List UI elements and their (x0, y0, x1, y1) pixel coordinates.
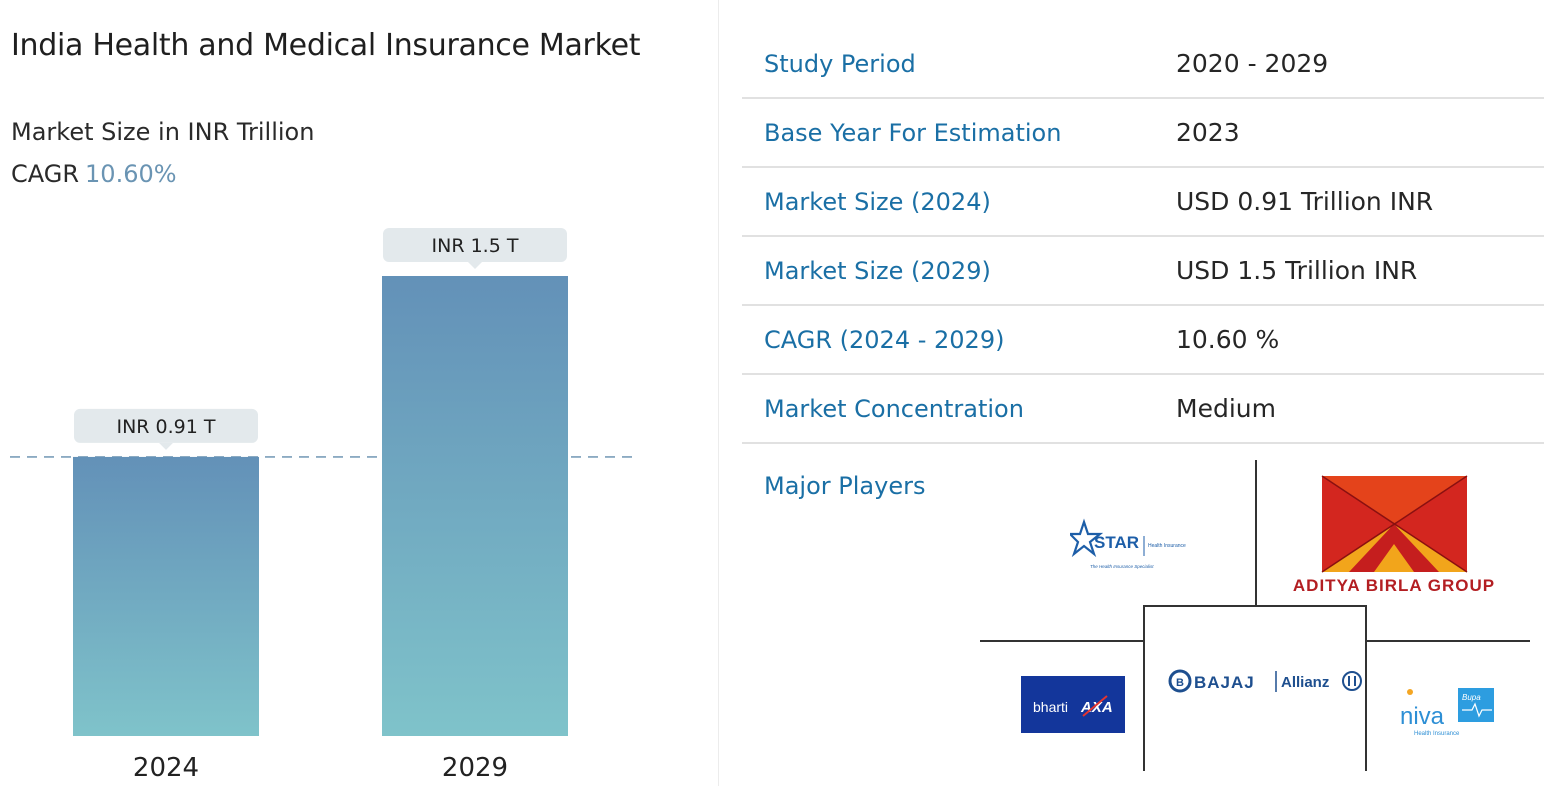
cagr-line: CAGR 10.60% (11, 160, 177, 188)
stats-row: Market Size (2029) USD 1.5 Trillion INR (742, 237, 1544, 306)
logo-divider (1143, 605, 1367, 607)
star-health-logo: STAR Health Insurance The Health Insuran… (1067, 518, 1200, 574)
stats-key: Market Concentration (764, 394, 1024, 423)
niva-name: niva (1400, 703, 1445, 730)
stats-key: Study Period (764, 49, 916, 78)
bupa-badge: Bupa (1462, 693, 1481, 702)
data-label: INR 0.91 T (116, 416, 215, 438)
logo-divider (980, 640, 1144, 642)
data-label-bubble (383, 228, 567, 262)
bar (382, 276, 568, 736)
star-health-sub: Health Insurance (1148, 543, 1186, 549)
stats-value: 2020 - 2029 (1176, 49, 1329, 78)
bajaj-name: BAJAJ (1194, 673, 1255, 692)
stats-value: USD 1.5 Trillion INR (1176, 256, 1418, 285)
stats-row: CAGR (2024 - 2029) 10.60 % (742, 306, 1544, 375)
logo-divider (1365, 605, 1367, 771)
logo-divider (1143, 605, 1145, 771)
data-label-pointer (159, 442, 173, 450)
cagr-value: 10.60% (85, 160, 177, 188)
stats-row: Base Year For Estimation 2023 (742, 99, 1544, 168)
aditya-birla-logo: ADITYA BIRLA GROUP (1289, 474, 1499, 595)
stats-row: Market Size (2024) USD 0.91 Trillion INR (742, 168, 1544, 237)
data-label: INR 1.5 T (432, 235, 519, 257)
aditya-birla-name: ADITYA BIRLA GROUP (1293, 576, 1495, 594)
stats-key: CAGR (2024 - 2029) (764, 325, 1005, 354)
panel-divider (718, 0, 719, 786)
bar (73, 456, 259, 736)
stats-row: Market Concentration Medium (742, 375, 1544, 444)
star-health-tagline: The Health Insurance Specialist (1090, 564, 1154, 569)
data-label-pointer (468, 262, 482, 269)
market-size-bar-chart: INR 0.91 T 2024 INR 1.5 T 2029 (10, 228, 636, 783)
chart-subtitle: Market Size in INR Trillion (11, 118, 315, 146)
stats-key: Market Size (2029) (764, 256, 991, 285)
allianz-name: Allianz (1281, 674, 1329, 691)
major-players-logos: STAR Health Insurance The Health Insuran… (980, 460, 1532, 772)
niva-bupa-logo: niva Bupa Health Insurance (1400, 682, 1504, 738)
major-players-label: Major Players (764, 472, 926, 500)
page-title: India Health and Medical Insurance Marke… (11, 28, 641, 63)
cagr-label: CAGR (11, 160, 80, 188)
niva-sub: Health Insurance (1414, 731, 1460, 737)
svg-text:B: B (1176, 677, 1184, 689)
stats-key: Market Size (2024) (764, 187, 991, 216)
star-health-name: STAR (1094, 533, 1139, 552)
stats-value: 10.60 % (1176, 325, 1280, 354)
market-summary-panel: India Health and Medical Insurance Marke… (0, 0, 718, 786)
stats-row: Study Period 2020 - 2029 (742, 30, 1544, 99)
stats-value: 2023 (1176, 118, 1240, 147)
x-tick-label: 2029 (442, 753, 508, 783)
market-stats-table: Study Period 2020 - 2029 Base Year For Es… (742, 30, 1544, 444)
stats-value: Medium (1176, 394, 1276, 423)
bajaj-allianz-logo: B BAJAJ Allianz (1168, 666, 1364, 696)
stats-value: USD 0.91 Trillion INR (1176, 187, 1434, 216)
star-shape (1067, 518, 1104, 558)
x-tick-label: 2024 (133, 753, 199, 783)
data-label-bubble (74, 408, 258, 443)
stats-key: Base Year For Estimation (764, 118, 1062, 147)
bharti-name: bharti (1033, 699, 1068, 715)
logo-divider (1366, 640, 1530, 642)
logo-divider (1255, 460, 1257, 606)
bharti-axa-logo: bharti AXA (1021, 676, 1125, 733)
